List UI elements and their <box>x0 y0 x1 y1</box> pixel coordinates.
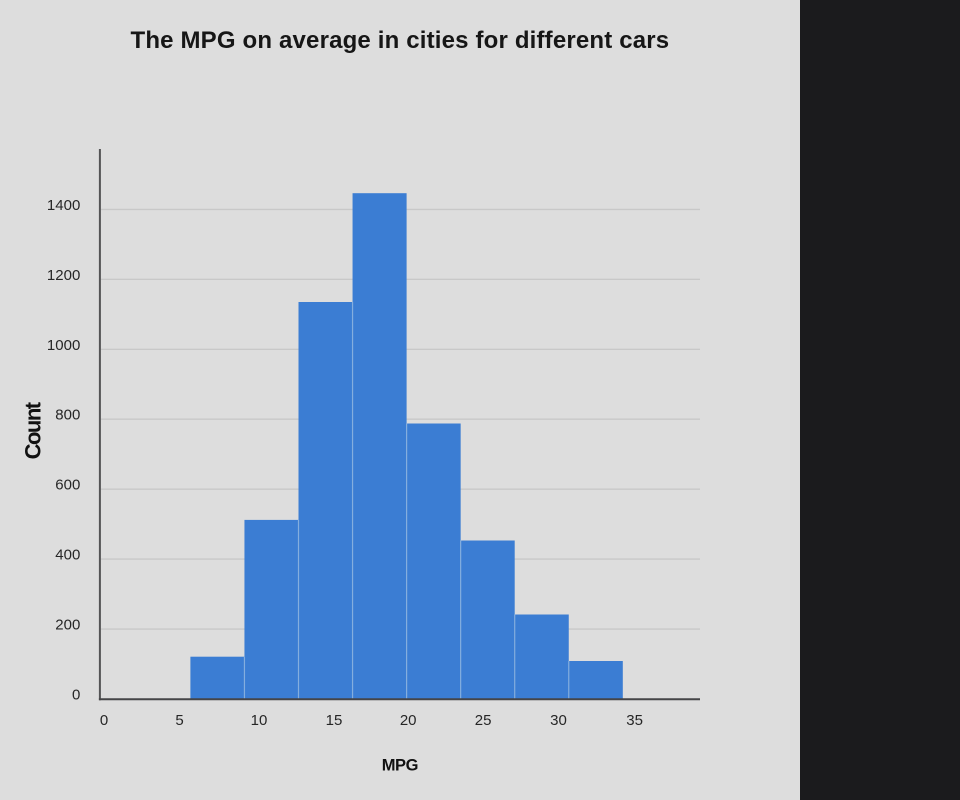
svg-text:5: 5 <box>175 712 183 729</box>
svg-text:20: 20 <box>400 712 417 729</box>
svg-text:30: 30 <box>550 712 567 729</box>
svg-text:800: 800 <box>55 407 80 424</box>
svg-text:1000: 1000 <box>47 337 80 354</box>
svg-text:400: 400 <box>55 547 80 564</box>
svg-text:25: 25 <box>475 712 492 729</box>
svg-text:35: 35 <box>626 712 643 729</box>
svg-text:0: 0 <box>100 712 108 729</box>
svg-text:MPG: MPG <box>382 757 418 775</box>
svg-text:1400: 1400 <box>47 197 80 214</box>
svg-text:10: 10 <box>251 712 268 729</box>
svg-text:600: 600 <box>55 477 80 494</box>
svg-text:0: 0 <box>72 687 80 704</box>
svg-text:Count: Count <box>21 401 46 459</box>
svg-text:1200: 1200 <box>47 267 80 284</box>
svg-text:200: 200 <box>55 617 80 634</box>
svg-text:The MPG on average in cities f: The MPG on average in cities for differe… <box>130 27 669 54</box>
svg-text:15: 15 <box>326 712 343 729</box>
